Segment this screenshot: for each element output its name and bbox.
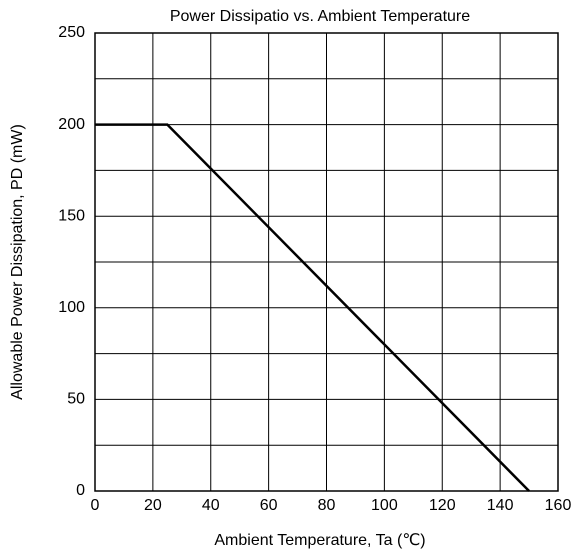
x-tick-label: 0 [91, 497, 100, 514]
x-tick-label: 40 [202, 497, 220, 514]
x-tick-label: 140 [487, 497, 514, 514]
y-tick-label: 250 [58, 24, 85, 41]
x-tick-label: 80 [318, 497, 336, 514]
data-line [95, 123, 530, 492]
y-axis-label: Allowable Power Dissipation, PD (mW) [9, 124, 26, 400]
y-tick-label: 0 [76, 482, 85, 499]
x-tick-label: 120 [429, 497, 456, 514]
x-tick-label: 100 [371, 497, 398, 514]
x-tick-label: 60 [260, 497, 278, 514]
chart-title: Power Dissipatio vs. Ambient Temperature [170, 8, 470, 25]
x-tick-label: 20 [144, 497, 162, 514]
x-tick-label: 160 [545, 497, 572, 514]
x-axis-label: Ambient Temperature, Ta (℃) [214, 532, 425, 549]
y-tick-label: 150 [58, 207, 85, 224]
y-tick-label: 100 [58, 299, 85, 316]
y-tick-label: 200 [58, 116, 85, 133]
plot-frame [94, 32, 559, 492]
y-tick-label: 50 [67, 391, 85, 408]
